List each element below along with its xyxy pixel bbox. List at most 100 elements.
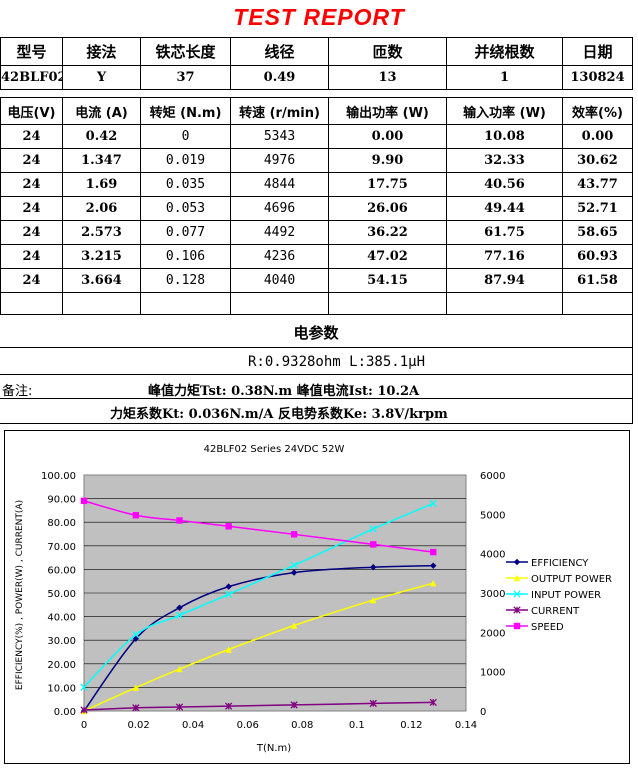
cell: 4492: [230, 220, 329, 245]
legend-entry: EFFICIENCY: [506, 558, 589, 569]
x-tick-label: 0.02: [127, 720, 149, 731]
data-point: [176, 517, 183, 524]
cell: 24: [0, 148, 63, 173]
cell: 43.77: [562, 172, 633, 197]
cell: 5343: [230, 124, 329, 149]
cell: 3.664: [62, 268, 141, 293]
data-point: [513, 558, 521, 566]
cell: 0.00: [562, 124, 633, 149]
cell: 1.347: [62, 148, 141, 173]
cell: 24: [0, 220, 63, 245]
cell: 26.06: [328, 196, 447, 221]
y2-tick-label: 3000: [480, 589, 505, 600]
data-point: [369, 525, 377, 533]
data-point: [370, 564, 377, 571]
legend-label: EFFICIENCY: [531, 558, 589, 569]
cell: 0.00: [328, 124, 447, 149]
y-tick-label: 90.00: [47, 495, 76, 506]
cell: 24: [0, 172, 63, 197]
x-tick-label: 0.1: [349, 720, 365, 731]
cell: 40.56: [446, 172, 563, 197]
performance-chart: 42BLF02 Series 24VDC 52W 0.00 10.00 20.00 3…: [4, 430, 630, 764]
y-tick-label: 60.00: [47, 565, 76, 576]
spec-header: 接法: [62, 37, 141, 66]
cell: 2.573: [62, 220, 141, 245]
cell: 0.053: [140, 196, 231, 221]
cell: 54.15: [328, 268, 447, 293]
cell: 32.33: [446, 148, 563, 173]
data-point: [370, 541, 377, 548]
spec-value: 42BLF02: [0, 65, 63, 90]
spec-value: 0.49: [230, 65, 329, 90]
data-point: [513, 606, 521, 614]
cell: 10.08: [446, 124, 563, 149]
spec-header: 线径: [230, 37, 329, 66]
x-tick-label: 0.04: [182, 720, 204, 731]
data-point: [80, 497, 88, 505]
cell: 0.035: [140, 172, 231, 197]
column-header-torque: 转矩 (N.m): [140, 97, 231, 125]
cell: 17.75: [328, 172, 447, 197]
data-point: [429, 499, 437, 508]
data-point: [290, 701, 298, 709]
legend-entry: CURRENT: [506, 606, 580, 617]
data-point: [80, 706, 88, 714]
legend-entry: SPEED: [506, 622, 564, 633]
y2-tick-label: 2000: [480, 628, 505, 639]
cell: 47.02: [328, 244, 447, 269]
data-point: [225, 523, 232, 530]
test-data-table: 电压(V) 电流 (A) 转矩 (N.m) 转速 (r/min) 输出功率 (W…: [0, 97, 633, 315]
data-point: [175, 611, 184, 619]
data-point: [430, 580, 437, 587]
x-tick-label: 0.06: [237, 720, 259, 731]
cell: 60.93: [562, 244, 633, 269]
cell: 4844: [230, 172, 329, 197]
cell: 77.16: [446, 244, 563, 269]
y2-tick-label: 5000: [480, 510, 505, 521]
series-input-power: [80, 499, 437, 691]
data-point: [175, 703, 184, 711]
motor-coefficients: 力矩系数Kt: 0.036N.m/A 反电势系数Ke: 3.8V/krpm: [110, 407, 448, 422]
spec-header: 铁芯长度: [140, 37, 231, 66]
column-header-voltage: 电压(V): [0, 97, 63, 125]
data-point: [429, 698, 437, 707]
cell: 2.06: [62, 196, 141, 221]
spec-table: 型号 接法 铁芯长度 线径 匝数 并绕根数 日期 42BLF02 Y 37 0.…: [0, 37, 633, 90]
table-row: 24 1.347 0.019 4976 9.90 32.33 30.62: [0, 148, 633, 173]
y-tick-label: 100.00: [41, 471, 76, 482]
y2-tick-label: 1000: [480, 668, 505, 679]
cell: 0.106: [140, 244, 231, 269]
legend-label: SPEED: [531, 622, 564, 633]
series-current: [80, 698, 437, 714]
data-point: [80, 683, 88, 691]
cell: 87.94: [446, 268, 563, 293]
legend-entry: OUTPUT POWER: [506, 574, 612, 585]
column-header-input-power: 输入功率 (W): [446, 97, 563, 125]
x-tick-label: 0.08: [291, 720, 313, 731]
cell: 24: [0, 124, 63, 149]
data-point: [430, 562, 437, 569]
cell: 3.215: [62, 244, 141, 269]
cell: 4696: [230, 196, 329, 221]
data-point: [513, 574, 521, 582]
legend-entry: INPUT POWER: [506, 590, 601, 601]
x-axis-label: T(N.m): [256, 743, 291, 754]
data-point: [132, 631, 140, 639]
data-point: [430, 548, 437, 556]
table-row: 24 3.664 0.128 4040 54.15 87.94 61.58: [0, 268, 633, 293]
cell: 24: [0, 268, 63, 293]
data-point: [225, 646, 232, 653]
series-output-power: [80, 580, 437, 715]
y-tick-label: 0.00: [54, 707, 76, 718]
y2-tick-label: 6000: [480, 471, 505, 482]
report-title: TEST REPORT: [233, 4, 405, 30]
y-tick-label: 40.00: [47, 613, 76, 624]
chart-title: 42BLF02 Series 24VDC 52W: [204, 444, 345, 455]
spec-header: 并绕根数: [446, 37, 563, 66]
cell: 52.71: [562, 196, 633, 221]
cell: 4976: [230, 148, 329, 173]
cell: 0.019: [140, 148, 231, 173]
legend: EFFICIENCY OUTPUT POWER INPUT POWER CURRENT…: [506, 558, 612, 633]
peak-values: 峰值力矩Tst: 0.38N.m 峰值电流Ist: 10.2A: [148, 384, 420, 399]
series-layer: [80, 497, 437, 715]
